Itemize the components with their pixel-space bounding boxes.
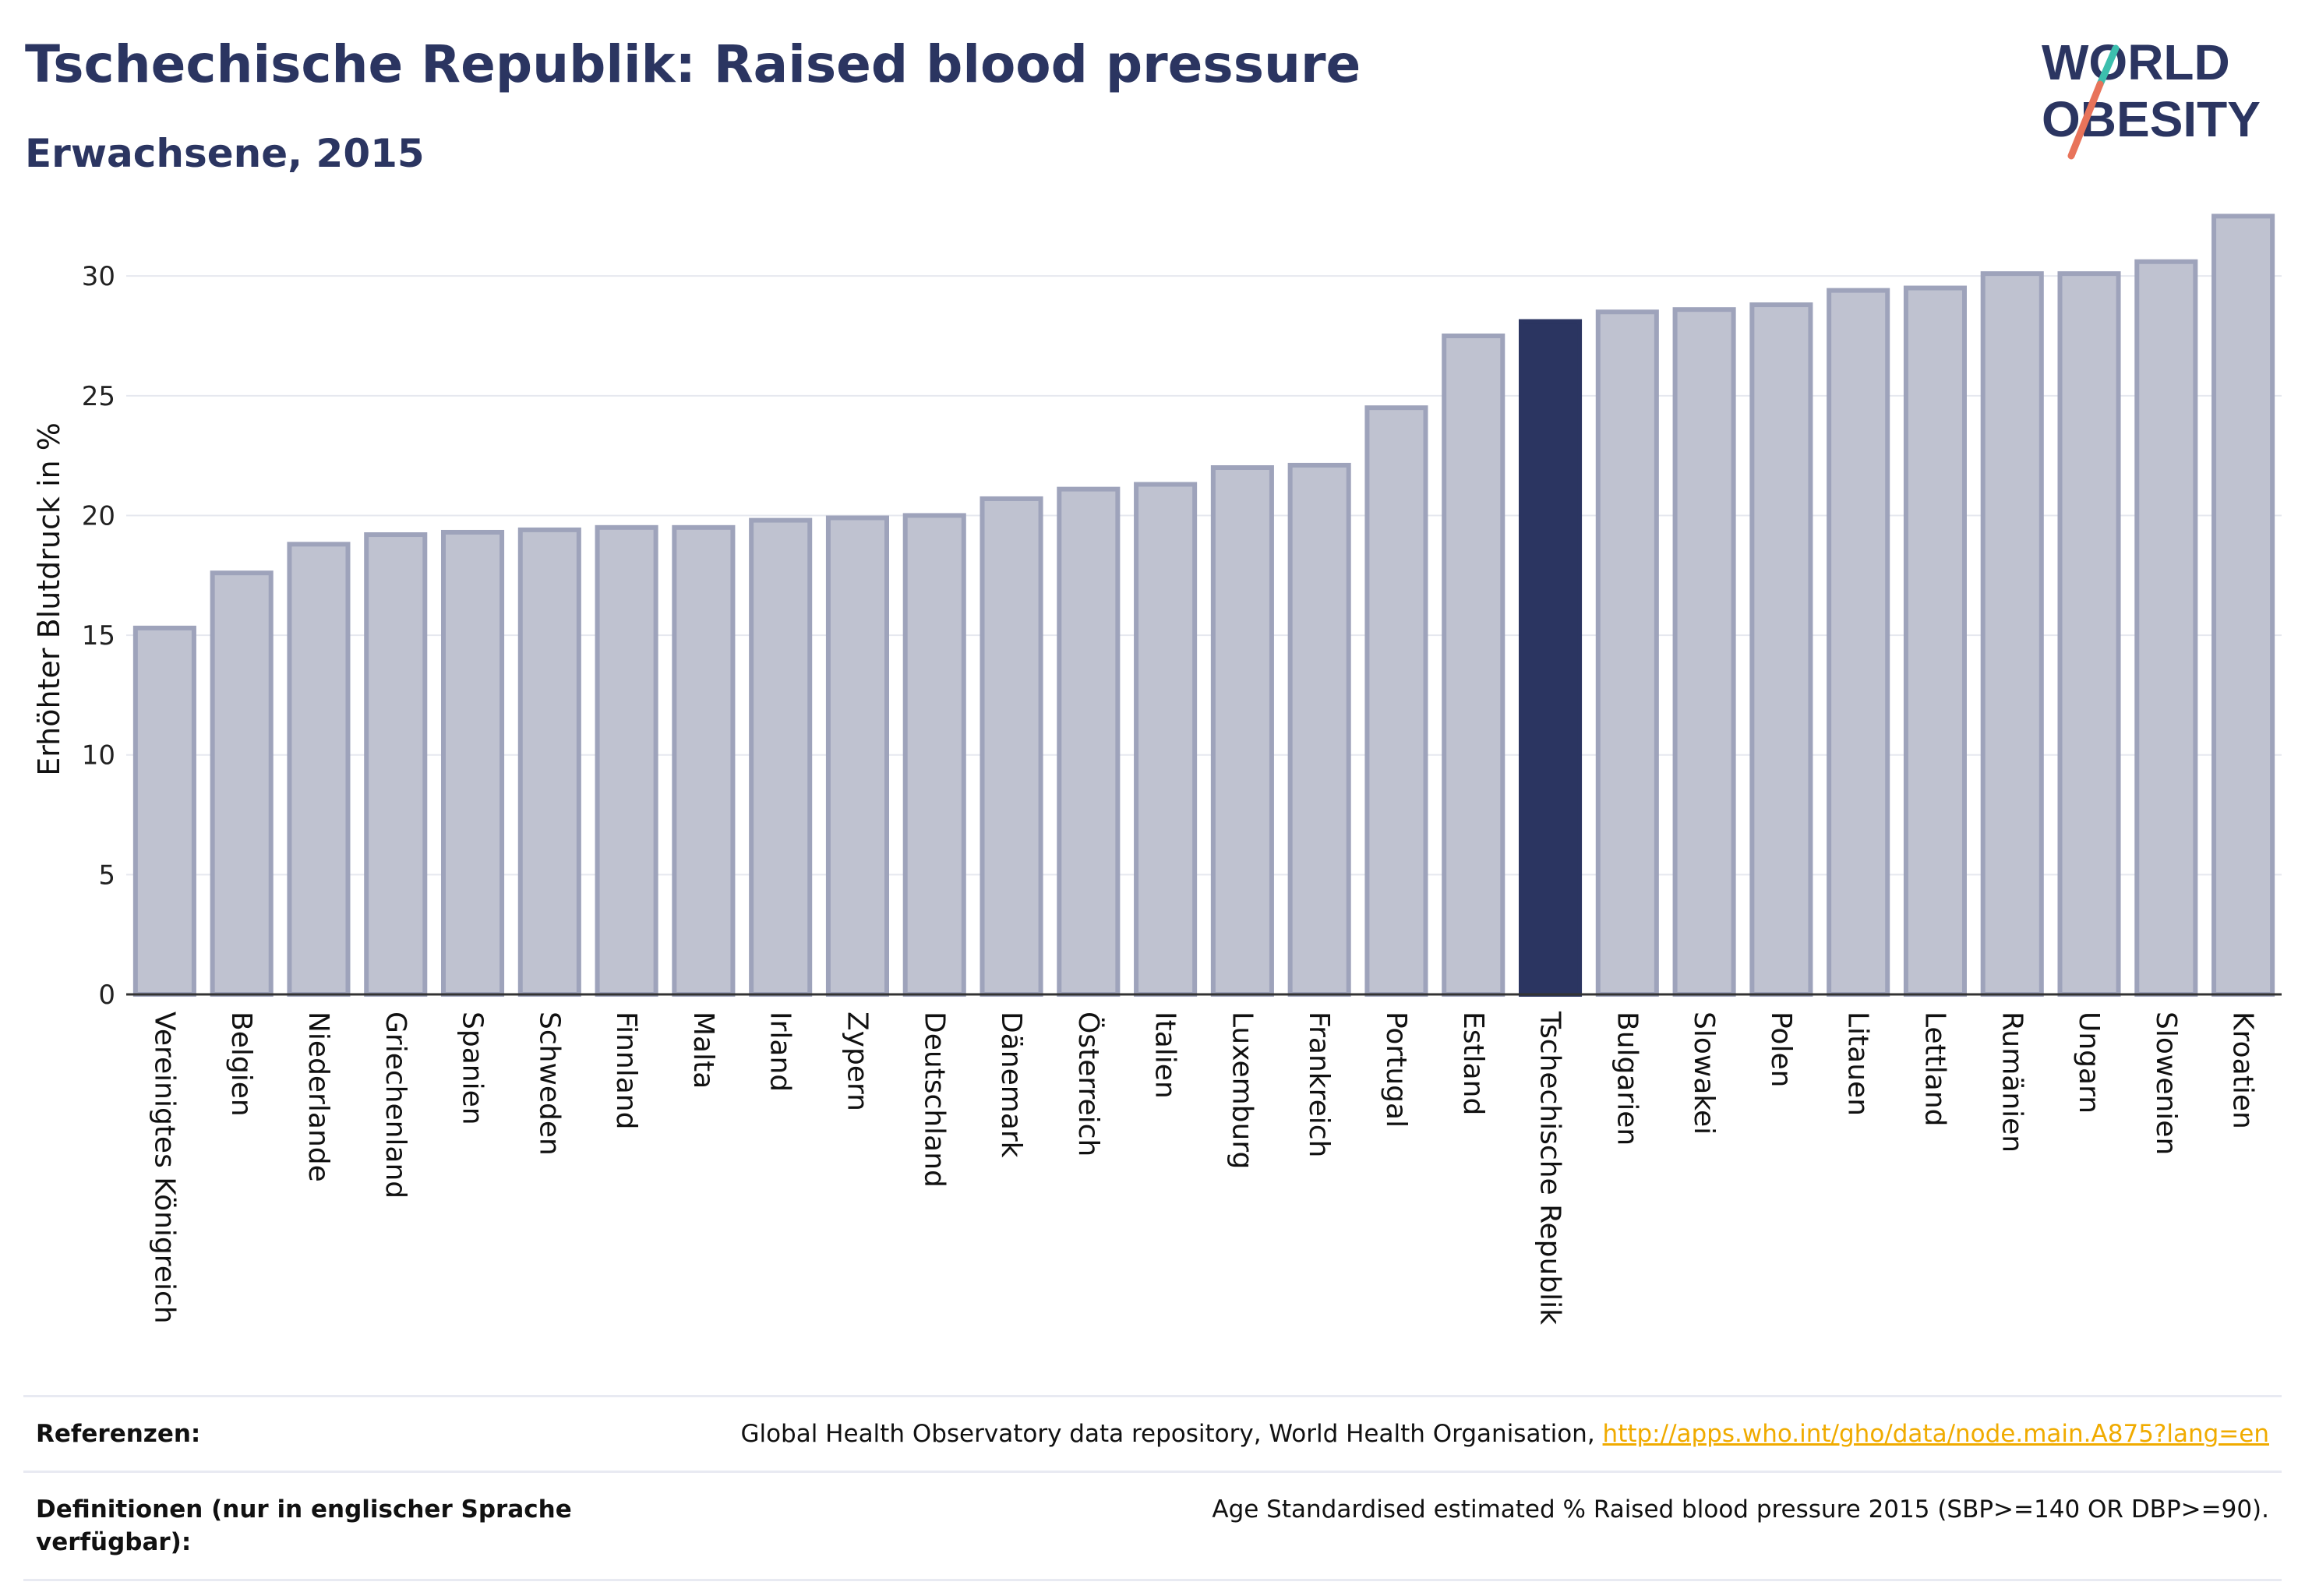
x-tick-label: Belgien — [225, 1012, 257, 1117]
bar — [2211, 214, 2275, 997]
x-tick-label: Polen — [1765, 1012, 1797, 1087]
chart-subtitle: Erwachsene, 2015 — [25, 131, 425, 176]
definitions-row: Definitionen (nur in englischer Sprache … — [23, 1471, 2282, 1581]
x-tick-label: Bulgarien — [1611, 1012, 1643, 1146]
bar — [1364, 405, 1428, 997]
bar — [672, 524, 736, 997]
bar — [1134, 482, 1198, 997]
bar — [440, 529, 505, 997]
x-tick-label: Griechenland — [379, 1012, 411, 1199]
bar — [902, 513, 966, 997]
bar-chart: 0 5 10 15 20 25 30 Erhöhter Blutdruck in % Verei… — [32, 214, 2282, 1325]
x-tick-label: Zypern — [841, 1012, 873, 1111]
x-tick-label: Ungarn — [2073, 1012, 2105, 1114]
x-tick-label: Kroatien — [2227, 1012, 2259, 1129]
x-tick-label: Malta — [687, 1012, 719, 1089]
x-tick-label: Dänemark — [995, 1012, 1027, 1158]
y-tick-label: 25 — [82, 381, 115, 412]
x-tick-label: Österreich — [1072, 1012, 1105, 1156]
x-tick-label: Rumänien — [1996, 1012, 2028, 1153]
x-tick-label: Finnland — [610, 1012, 642, 1129]
bar — [2057, 271, 2121, 998]
bar — [517, 527, 581, 997]
bar — [825, 515, 890, 997]
bar — [1442, 334, 1505, 997]
bar — [210, 570, 274, 997]
bar — [595, 524, 658, 997]
logo-line1: WORLD — [2042, 34, 2230, 90]
x-tick-label: Frankreich — [1303, 1012, 1335, 1157]
x-tick-label: Italien — [1149, 1012, 1181, 1099]
chart-footer: Referenzen: Global Health Observatory da… — [23, 1395, 2282, 1581]
definitions-label: Definitionen (nur in englischer Sprache … — [36, 1495, 572, 1556]
x-tick-label: Tschechische Republik — [1534, 1011, 1566, 1325]
x-tick-label: Deutschland — [918, 1012, 950, 1188]
references-text: Global Health Observatory data repositor… — [740, 1420, 1603, 1448]
x-tick-label: Niederlande — [302, 1012, 334, 1182]
x-tick-label: Irland — [764, 1012, 796, 1092]
bar — [980, 496, 1043, 997]
bar — [1287, 462, 1351, 997]
x-tick-label: Spanien — [457, 1012, 489, 1125]
y-tick-label: 15 — [82, 620, 115, 651]
references-link[interactable]: http://apps.who.int/gho/data/node.main.A… — [1602, 1420, 2269, 1448]
bar — [1518, 319, 1583, 997]
x-tick-label: Luxemburg — [1226, 1012, 1258, 1169]
bar — [1057, 486, 1121, 997]
x-tick-label: Estland — [1457, 1012, 1489, 1115]
bar — [1595, 309, 1659, 998]
x-tick-label: Litauen — [1842, 1012, 1874, 1116]
y-tick-label: 30 — [82, 261, 115, 292]
bar — [1827, 288, 1890, 998]
references-row: Referenzen: Global Health Observatory da… — [23, 1395, 2282, 1471]
logo-slash-coral — [2067, 80, 2104, 160]
chart-title: Tschechische Republik: Raised blood pres… — [25, 34, 1361, 94]
definitions-value: Age Standardised estimated % Raised bloo… — [1212, 1495, 2269, 1524]
bar — [2134, 259, 2198, 997]
y-axis-label: Erhöhter Blutdruck in % — [32, 422, 66, 776]
bar — [1210, 465, 1274, 997]
bar — [749, 517, 813, 997]
x-tick-label: Schweden — [533, 1012, 565, 1156]
x-tick-label: Vereinigtes Königreich — [148, 1012, 180, 1324]
bar — [287, 542, 351, 997]
y-tick-label: 10 — [82, 740, 115, 772]
x-tick-label: Slowenien — [2150, 1012, 2182, 1155]
bar — [1749, 302, 1813, 997]
logo-slash-teal — [2096, 44, 2120, 88]
y-tick-label: 0 — [98, 980, 115, 1011]
bar — [1903, 285, 1968, 997]
bar — [132, 625, 196, 997]
references-value: Global Health Observatory data repositor… — [728, 1397, 2282, 1471]
x-tick-label: Lettland — [1918, 1012, 1950, 1127]
bar — [1672, 307, 1736, 997]
references-label: Referenzen: — [36, 1420, 201, 1448]
x-tick-label: Slowakei — [1688, 1012, 1720, 1135]
world-obesity-logo[interactable]: WORLD OBESITY — [2026, 23, 2291, 164]
x-tick-label: Portugal — [1380, 1012, 1412, 1128]
bar — [364, 532, 428, 997]
y-tick-label: 5 — [98, 860, 115, 891]
y-tick-label: 20 — [82, 500, 115, 531]
bar — [1980, 271, 2044, 998]
